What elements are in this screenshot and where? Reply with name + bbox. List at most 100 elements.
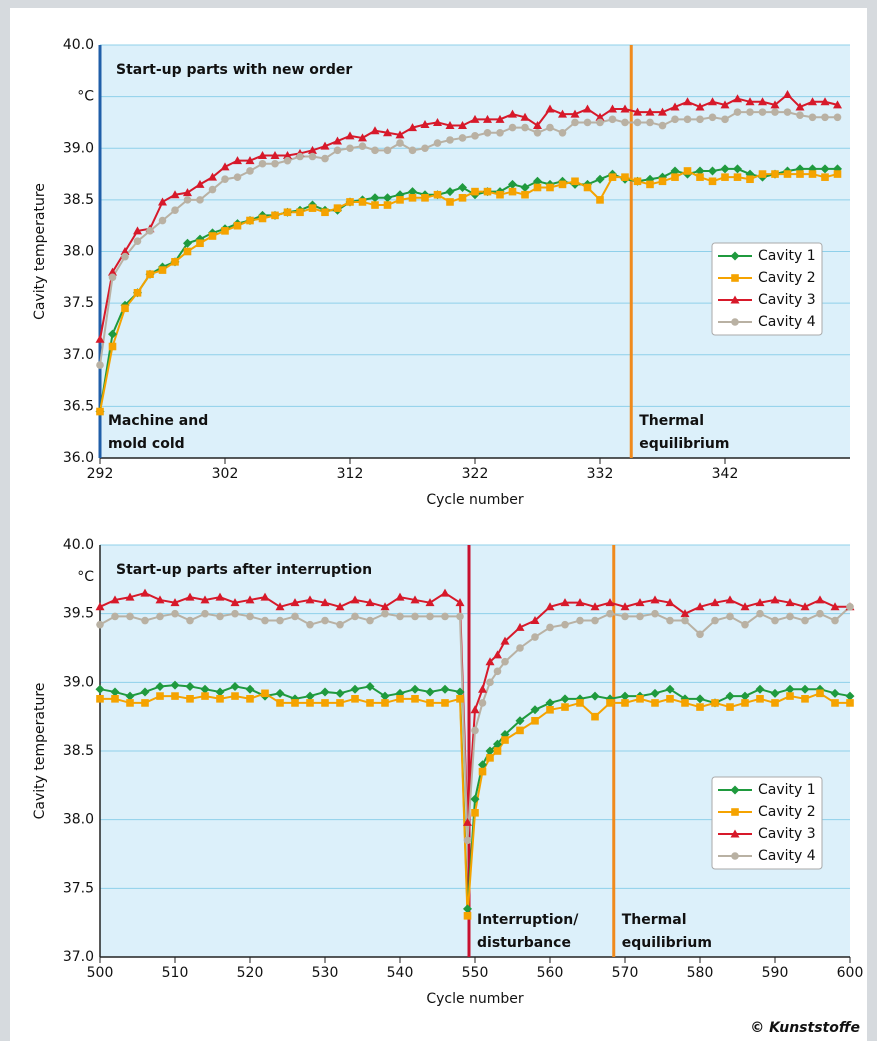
point [170, 190, 180, 199]
point [411, 612, 419, 621]
point [186, 695, 194, 703]
point [283, 156, 292, 165]
point [421, 194, 429, 202]
point [291, 612, 299, 621]
point [545, 602, 555, 611]
point [546, 123, 554, 132]
point [171, 206, 179, 214]
point [821, 173, 829, 181]
point [335, 688, 345, 698]
point [533, 183, 542, 192]
point [231, 609, 239, 618]
point [446, 198, 454, 206]
point [275, 688, 285, 698]
point [783, 108, 792, 116]
point [561, 703, 569, 711]
point [590, 691, 600, 701]
point [721, 173, 729, 181]
point [245, 595, 255, 604]
point [545, 698, 555, 708]
point [308, 152, 317, 161]
point [758, 170, 767, 178]
point [605, 598, 615, 607]
point [746, 175, 754, 184]
point [576, 699, 584, 707]
legend-label: Cavity 3 [758, 292, 816, 308]
point [521, 190, 529, 199]
point [95, 334, 105, 343]
point [96, 361, 104, 369]
point [710, 598, 720, 607]
point [121, 252, 129, 261]
point [591, 616, 599, 625]
legend-marker [730, 295, 740, 304]
legend-label: Cavity 3 [758, 826, 816, 842]
point [183, 247, 192, 256]
point [508, 109, 517, 118]
y-tick-label: 38.0 [63, 244, 94, 260]
point [370, 193, 380, 203]
point [708, 177, 717, 186]
point [571, 177, 579, 186]
point [471, 809, 479, 817]
point [456, 695, 464, 703]
point [156, 692, 164, 700]
point [441, 699, 449, 707]
point [155, 681, 165, 691]
point [520, 182, 530, 192]
point [95, 602, 105, 611]
point [183, 188, 192, 197]
y-unit: °C [77, 569, 94, 585]
point [816, 609, 824, 618]
point [408, 187, 417, 197]
point [558, 109, 567, 118]
point [333, 204, 342, 212]
point [365, 598, 375, 607]
annotation-label: Interruption/ [477, 912, 579, 928]
point [408, 146, 417, 155]
point [95, 684, 105, 694]
point [215, 592, 225, 601]
point [733, 173, 742, 181]
point [321, 616, 329, 625]
point [670, 102, 680, 111]
legend-marker [731, 852, 739, 860]
point [771, 170, 779, 178]
point [620, 104, 630, 113]
point [671, 173, 679, 181]
point [321, 208, 329, 217]
point [808, 170, 817, 178]
point [220, 162, 230, 171]
point [741, 620, 749, 629]
point [650, 688, 660, 698]
point [546, 623, 554, 632]
point [183, 238, 192, 248]
point [800, 602, 810, 611]
point [533, 121, 542, 130]
point [271, 211, 279, 220]
point [485, 746, 495, 756]
point [440, 588, 450, 597]
point [426, 699, 434, 707]
point [246, 167, 254, 175]
point [308, 204, 317, 212]
annotation-label: Thermal [639, 413, 704, 429]
point [830, 688, 840, 698]
point [201, 692, 209, 700]
point [770, 595, 780, 604]
point [433, 117, 442, 126]
legend-box [711, 776, 823, 870]
point [463, 912, 472, 920]
annotation-label: Thermal [622, 912, 687, 928]
y-tick-label: 39.5 [63, 606, 94, 622]
point [820, 164, 830, 174]
point [516, 644, 524, 652]
point [320, 598, 330, 607]
point [746, 108, 754, 116]
point [515, 622, 525, 631]
point [741, 699, 749, 707]
point [245, 684, 255, 694]
x-axis-label: Cycle number [426, 991, 524, 1007]
point [783, 90, 792, 99]
point [633, 118, 642, 127]
